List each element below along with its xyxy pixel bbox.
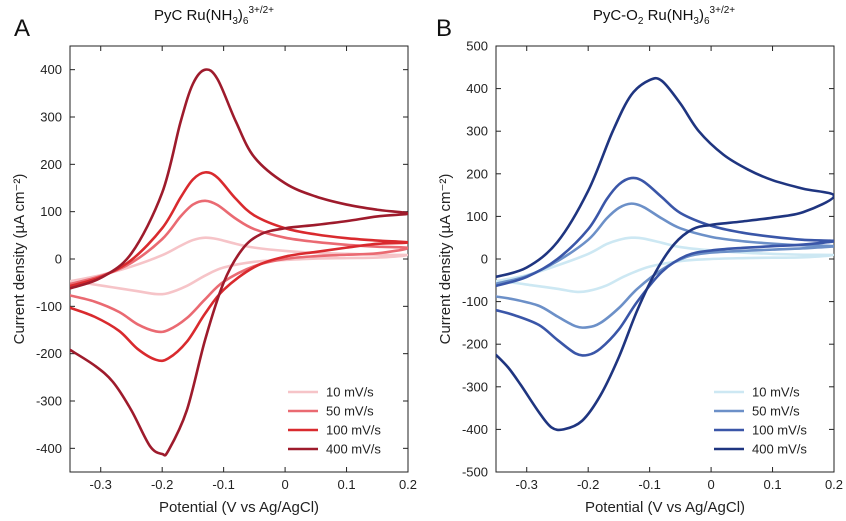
y-axis-label: Current density (µA cm⁻²) bbox=[437, 174, 454, 345]
x-tick-label: 0.1 bbox=[338, 477, 356, 492]
series-line-400-mv-s bbox=[70, 68, 408, 457]
y-tick-label: -500 bbox=[462, 465, 488, 480]
series-line-400-mv-s bbox=[496, 76, 834, 432]
legend-label: 400 mV/s bbox=[326, 442, 381, 457]
y-tick-label: -100 bbox=[36, 299, 62, 314]
legend-label: 10 mV/s bbox=[326, 385, 374, 400]
legend-label: 100 mV/s bbox=[752, 423, 807, 438]
y-tick-label: 0 bbox=[55, 252, 62, 267]
chart-panel-a: A PyC Ru(NH3)63+/2+ -0.3 -0.2 -0.1 0 0.1 0.2 -40… bbox=[11, 5, 417, 516]
chart-title: PyC-O2 Ru(NH3)63+/2+ bbox=[593, 5, 735, 27]
y-axis-label: Current density (µA cm⁻²) bbox=[11, 174, 28, 345]
y-tick-label: 100 bbox=[466, 209, 488, 224]
y-tick-label: -300 bbox=[36, 394, 62, 409]
y-tick-label: 400 bbox=[40, 62, 62, 77]
series-group bbox=[496, 76, 834, 432]
x-tick-label: 0.2 bbox=[825, 477, 843, 492]
legend: 10 mV/s 50 mV/s 100 mV/s 400 mV/s bbox=[288, 385, 381, 457]
y-tick-label: 300 bbox=[40, 110, 62, 125]
y-tick-label: 100 bbox=[40, 204, 62, 219]
y-tick-label: -300 bbox=[462, 379, 488, 394]
y-tick-label: -200 bbox=[462, 337, 488, 352]
legend-label: 100 mV/s bbox=[326, 423, 381, 438]
series-line-10-mv-s bbox=[496, 236, 834, 294]
legend-label: 10 mV/s bbox=[752, 385, 800, 400]
panel-letter: B bbox=[436, 15, 452, 42]
x-tick-label: 0.2 bbox=[399, 477, 417, 492]
legend-label: 400 mV/s bbox=[752, 442, 807, 457]
y-tick-label: -100 bbox=[462, 294, 488, 309]
x-tick-label: -0.3 bbox=[516, 477, 538, 492]
y-tick-label: 200 bbox=[40, 157, 62, 172]
series-line-10-mv-s bbox=[70, 236, 408, 296]
x-tick-label: 0 bbox=[707, 477, 714, 492]
legend-label: 50 mV/s bbox=[752, 404, 800, 419]
y-tick-label: 400 bbox=[466, 81, 488, 96]
x-tick-label: -0.1 bbox=[212, 477, 234, 492]
series-line-50-mv-s bbox=[70, 199, 408, 334]
x-tick-label: -0.2 bbox=[577, 477, 599, 492]
y-tick-label: 0 bbox=[481, 252, 488, 267]
y-tick-label: -400 bbox=[36, 441, 62, 456]
series-line-100-mv-s bbox=[496, 176, 834, 357]
series-group bbox=[70, 68, 408, 457]
y-tick-label: 300 bbox=[466, 124, 488, 139]
x-tick-label: -0.2 bbox=[151, 477, 173, 492]
chart-title: PyC Ru(NH3)63+/2+ bbox=[154, 5, 274, 27]
y-tick-label: 500 bbox=[466, 39, 488, 54]
x-tick-label: 0 bbox=[281, 477, 288, 492]
x-tick-label: 0.1 bbox=[764, 477, 782, 492]
chart-panel-b: B PyC-O2 Ru(NH3)63+/2+ -0.3 -0.2 -0.1 0 0.1 0.2… bbox=[436, 5, 843, 516]
x-tick-label: -0.3 bbox=[90, 477, 112, 492]
series-line-50-mv-s bbox=[496, 202, 834, 329]
x-axis-label: Potential (V vs Ag/AgCl) bbox=[585, 499, 745, 516]
y-tick-label: -200 bbox=[36, 346, 62, 361]
y-tick-label: -400 bbox=[462, 422, 488, 437]
legend: 10 mV/s 50 mV/s 100 mV/s 400 mV/s bbox=[714, 385, 807, 457]
x-axis-label: Potential (V vs Ag/AgCl) bbox=[159, 499, 319, 516]
legend-label: 50 mV/s bbox=[326, 404, 374, 419]
series-line-100-mv-s bbox=[70, 171, 408, 363]
y-tick-label: 200 bbox=[466, 166, 488, 181]
panel-letter: A bbox=[14, 15, 30, 42]
x-tick-label: -0.1 bbox=[638, 477, 660, 492]
